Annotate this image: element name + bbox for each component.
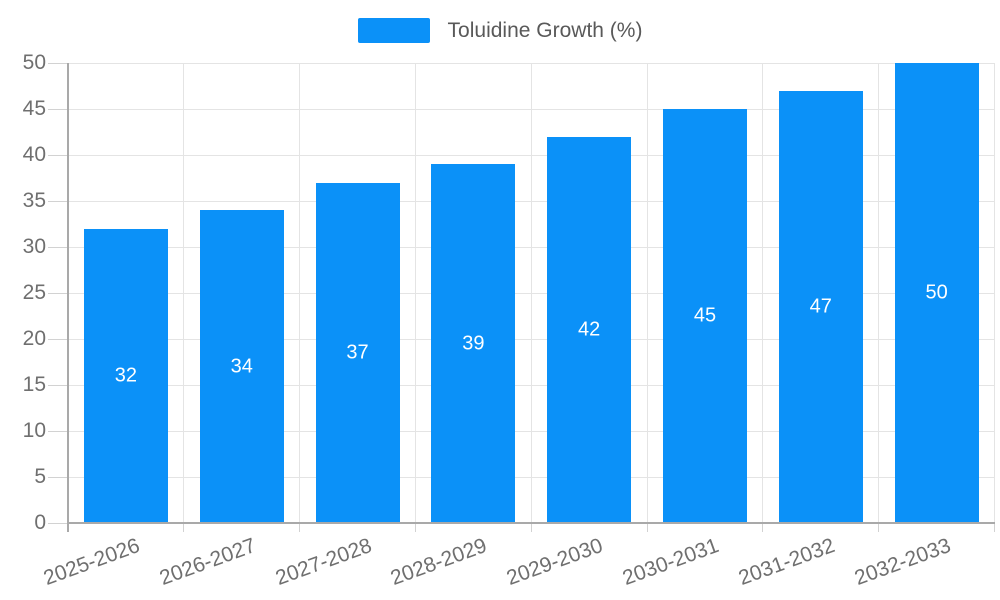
- v-gridline: [414, 63, 416, 523]
- v-gridline: [878, 63, 880, 523]
- bar: [431, 164, 516, 522]
- v-gridline: [646, 63, 648, 523]
- y-axis-tick: [48, 200, 68, 202]
- bar: [778, 90, 863, 522]
- bar: [894, 63, 979, 522]
- y-axis-label: 5: [34, 465, 46, 488]
- bar: [199, 210, 284, 522]
- bar: [547, 136, 632, 522]
- bar-value-label: 47: [809, 295, 832, 318]
- x-axis-line: [68, 522, 995, 524]
- y-axis-tick: [48, 522, 68, 524]
- x-axis-label: 2032-2033: [851, 534, 954, 590]
- x-axis-label: 2028-2029: [387, 534, 491, 590]
- y-axis-label: 50: [22, 51, 46, 74]
- y-axis-line: [67, 63, 69, 532]
- y-axis-label: 30: [22, 235, 46, 258]
- y-axis-label: 45: [22, 97, 46, 120]
- x-axis-tick: [878, 523, 880, 532]
- y-axis-tick: [48, 338, 68, 340]
- y-axis-tick: [48, 476, 68, 478]
- v-gridline: [299, 63, 301, 523]
- legend-swatch: [357, 18, 430, 43]
- legend-label: Toluidine Growth (%): [447, 19, 643, 42]
- x-axis-label: 2025-2026: [40, 534, 143, 590]
- x-axis-tick: [299, 523, 301, 532]
- x-axis-tick: [762, 523, 764, 532]
- y-axis-tick: [48, 246, 68, 248]
- legend[interactable]: Toluidine Growth (%): [0, 18, 1000, 43]
- y-axis-tick: [48, 62, 68, 64]
- y-axis-tick: [48, 154, 68, 156]
- bar-value-label: 50: [925, 281, 948, 304]
- x-axis-tick: [414, 523, 416, 532]
- v-gridline: [994, 63, 995, 523]
- v-gridline: [183, 63, 185, 523]
- y-axis-label: 15: [22, 373, 46, 396]
- bar-value-label: 45: [693, 304, 717, 327]
- bar: [662, 109, 747, 522]
- x-axis-label: 2031-2032: [735, 534, 838, 590]
- x-axis-label: 2029-2030: [503, 534, 607, 590]
- v-gridline: [762, 63, 764, 523]
- x-axis-tick: [646, 523, 648, 532]
- v-gridline: [530, 63, 532, 523]
- x-axis-tick: [994, 523, 995, 532]
- x-axis-label: 2026-2027: [156, 534, 259, 590]
- bar: [315, 182, 400, 522]
- x-axis-tick: [530, 523, 532, 532]
- bar-value-label: 42: [578, 318, 601, 341]
- y-axis-label: 0: [34, 511, 46, 534]
- y-axis-tick: [48, 384, 68, 386]
- x-axis-tick: [183, 523, 185, 532]
- y-axis-tick: [48, 292, 68, 294]
- bar-value-label: 37: [346, 341, 369, 364]
- x-axis-label: 2027-2028: [272, 534, 375, 590]
- y-axis-label: 10: [22, 419, 46, 442]
- y-axis-tick: [48, 108, 68, 110]
- bar-value-label: 32: [114, 364, 138, 387]
- y-axis-label: 20: [22, 327, 46, 350]
- bar-value-label: 39: [462, 332, 485, 355]
- y-axis-label: 40: [22, 143, 46, 166]
- bar-value-label: 34: [230, 355, 253, 378]
- y-axis-label: 25: [22, 281, 46, 304]
- y-axis-label: 35: [22, 189, 46, 212]
- y-axis-tick: [48, 430, 68, 432]
- bar: [83, 228, 168, 522]
- x-axis-label: 2030-2031: [619, 534, 722, 590]
